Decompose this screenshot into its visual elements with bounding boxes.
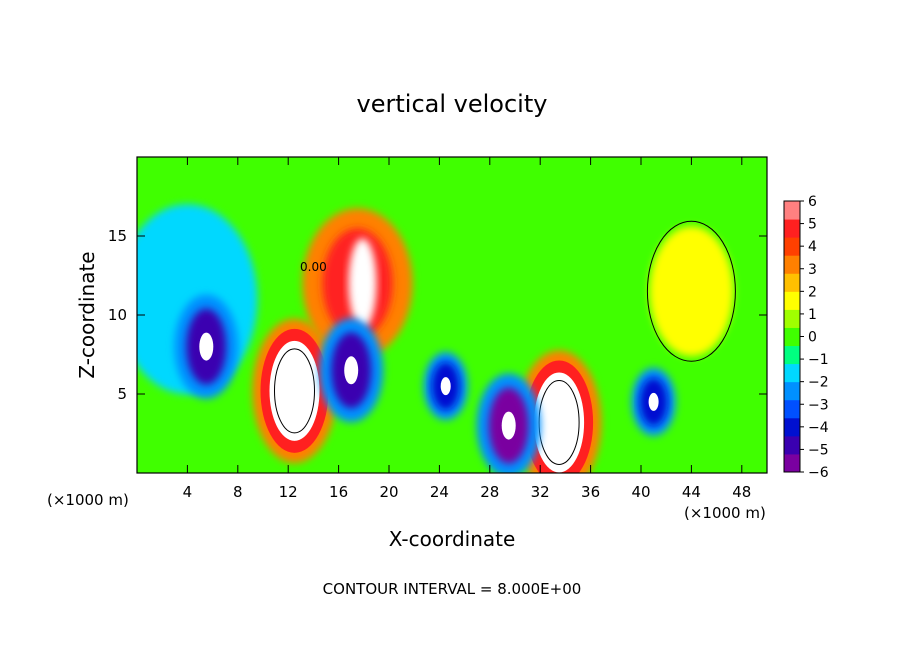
colorbar-swatch xyxy=(784,255,800,274)
colorbar-swatch xyxy=(784,309,800,328)
x-tick-label: 8 xyxy=(233,483,243,501)
colorbar-label: −5 xyxy=(808,442,829,458)
colorbar-swatch xyxy=(784,273,800,292)
colorbar-swatch xyxy=(784,237,800,256)
x-tick-label: 32 xyxy=(531,483,550,501)
colorbar-swatch xyxy=(784,435,800,455)
colorbar-label: −3 xyxy=(808,397,829,413)
feature-downdraft xyxy=(476,373,541,473)
colorbar-swatch xyxy=(784,327,800,347)
colorbar-label: 5 xyxy=(808,217,817,233)
colorbar-swatch xyxy=(784,291,800,310)
x-tick-label: 12 xyxy=(279,483,298,501)
x-tick-label: 16 xyxy=(329,483,348,501)
contour-label: 0.00 xyxy=(300,260,327,274)
feature-updraft-tower xyxy=(302,208,413,359)
plot-area: 0.00 xyxy=(137,157,767,473)
x-axis-unit-right: (×1000 m) xyxy=(684,504,766,522)
colorbar-swatch xyxy=(784,201,800,220)
feature-downdraft xyxy=(174,294,239,399)
colorbar-label: 0 xyxy=(808,330,817,346)
colorbar-swatch xyxy=(784,417,800,437)
colorbar-label: −1 xyxy=(808,352,829,368)
x-tick-label: 24 xyxy=(430,483,449,501)
x-tick-label: 36 xyxy=(581,483,600,501)
colorbar-label: −6 xyxy=(808,465,829,481)
x-tick-label: 4 xyxy=(183,483,193,501)
colorbar-swatch xyxy=(784,381,800,401)
y-tick-label: 10 xyxy=(108,306,127,324)
colorbar-swatch xyxy=(784,399,800,419)
colorbar-swatch xyxy=(784,219,800,238)
y-axis-label: Z-coordinate xyxy=(75,251,99,378)
y-tick-label: 15 xyxy=(108,227,127,245)
colorbar-label: 3 xyxy=(808,262,817,278)
x-tick-label: 44 xyxy=(682,483,701,501)
colorbar-label: 6 xyxy=(808,194,817,210)
feature-downdraft xyxy=(319,318,384,423)
feature-updraft-core xyxy=(252,318,337,463)
x-axis-unit: (×1000 m) xyxy=(47,491,129,509)
colorbar-label: 1 xyxy=(808,307,817,323)
x-tick-label: 28 xyxy=(480,483,499,501)
y-axis-ticks: 5 10 15 xyxy=(108,227,767,403)
x-axis-ticks: 4 8 12 16 20 24 28 32 36 40 44 48 xyxy=(183,157,751,501)
colorbar-label: −2 xyxy=(808,375,829,391)
colorbar-label: 2 xyxy=(808,284,817,300)
colorbar: 6 5 4 3 2 1 0 −1 −2 −3 −4 −5 −6 xyxy=(783,194,829,481)
colorbar-swatch xyxy=(784,453,800,473)
x-tick-label: 20 xyxy=(379,483,398,501)
colorbar-label: −4 xyxy=(808,420,829,436)
colorbar-label: 4 xyxy=(808,239,817,255)
feature-downdraft xyxy=(423,352,468,421)
colorbar-swatch xyxy=(784,363,800,383)
chart-title: vertical velocity xyxy=(357,90,548,118)
x-tick-label: 48 xyxy=(732,483,751,501)
feature-downdraft xyxy=(631,367,676,436)
x-tick-label: 40 xyxy=(631,483,650,501)
y-tick-label: 5 xyxy=(117,385,127,403)
x-axis-label: X-coordinate xyxy=(389,527,516,551)
contour-interval-footer: CONTOUR INTERVAL = 8.000E+00 xyxy=(323,580,582,598)
colorbar-swatch xyxy=(784,345,800,365)
feature-weak-updraft xyxy=(646,220,736,362)
